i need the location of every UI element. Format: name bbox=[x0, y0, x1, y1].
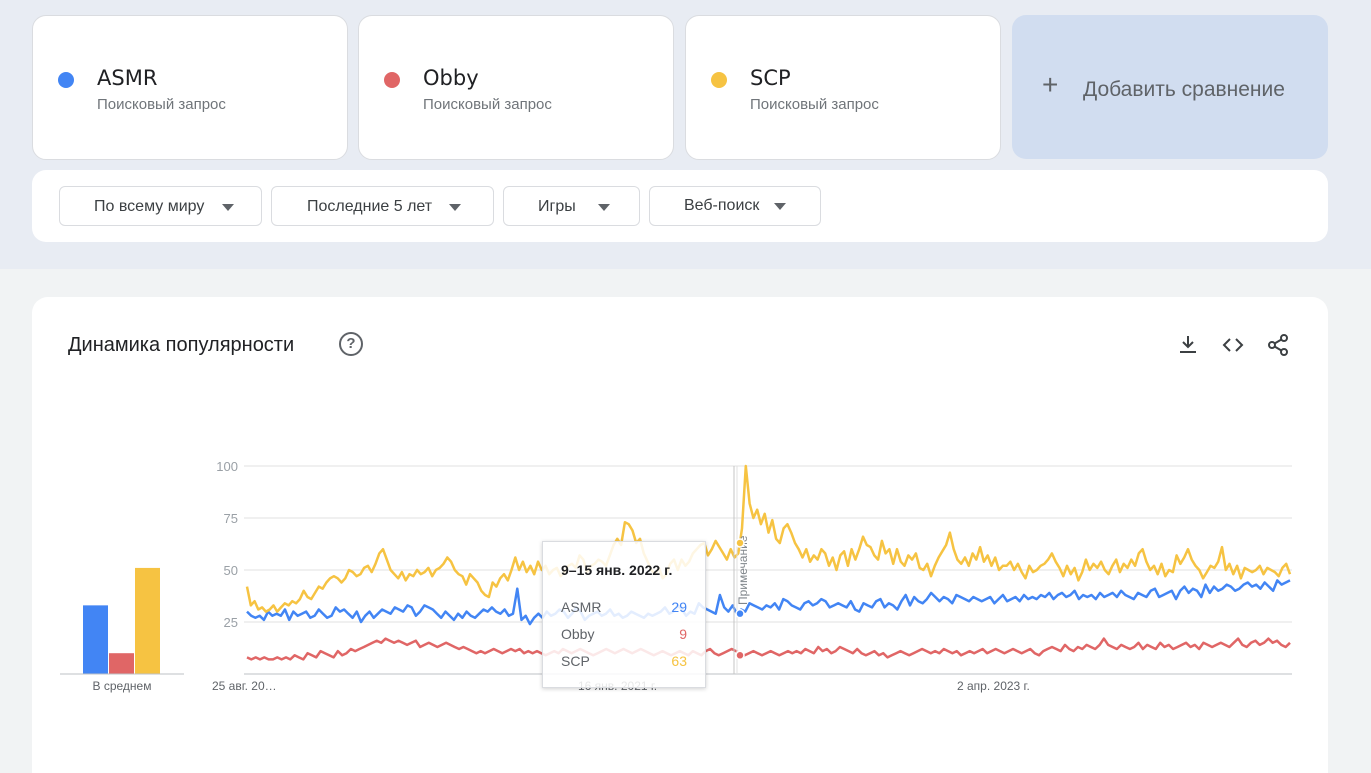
caret-down-icon bbox=[774, 203, 786, 210]
panel-title: Динамика популярности bbox=[68, 334, 295, 356]
tooltip-value: 29 bbox=[671, 599, 687, 615]
tooltip-term: ASMR bbox=[561, 599, 602, 615]
term-subtitle: Поисковый запрос bbox=[750, 96, 879, 113]
filter-period[interactable]: Последние 5 лет bbox=[271, 186, 494, 226]
term-subtitle: Поисковый запрос bbox=[97, 96, 226, 113]
filter-label: Игры bbox=[538, 198, 576, 215]
y-tick-label: 25 bbox=[224, 615, 238, 630]
plus-icon: + bbox=[1042, 69, 1059, 100]
x-tick-label: 25 авг. 20… bbox=[212, 679, 277, 693]
series-line-asmr bbox=[246, 579, 1291, 626]
filter-bar: По всему миру Последние 5 лет Игры Веб-п… bbox=[32, 170, 1328, 242]
note-label: Примечание bbox=[736, 535, 750, 605]
term-color-dot bbox=[384, 72, 400, 88]
filter-category[interactable]: Игры bbox=[503, 186, 640, 226]
series-line-scp bbox=[245, 464, 1292, 613]
tooltip-row-asmr: ASMR 29 bbox=[561, 599, 687, 615]
tooltip-value: 9 bbox=[679, 626, 687, 642]
hover-point bbox=[735, 608, 745, 619]
caret-down-icon bbox=[449, 204, 461, 211]
term-name[interactable]: Obby bbox=[423, 66, 479, 90]
tooltip-term: Obby bbox=[561, 626, 595, 642]
embed-code-icon[interactable] bbox=[1221, 333, 1245, 357]
hover-point bbox=[735, 650, 745, 661]
term-card-obby[interactable]: Obby Поисковый запрос bbox=[358, 15, 674, 160]
term-name[interactable]: SCP bbox=[750, 66, 791, 90]
y-tick-label: 50 bbox=[224, 563, 238, 578]
interest-over-time-panel: Динамика популярности ? bbox=[32, 297, 1328, 773]
term-color-dot bbox=[58, 72, 74, 88]
tooltip-row-obby: Obby 9 bbox=[561, 626, 687, 642]
x-tick-label: 2 апр. 2023 г. bbox=[957, 679, 1030, 693]
tooltip-row-scp: SCP 63 bbox=[561, 653, 687, 669]
average-bar-scp bbox=[135, 567, 160, 674]
download-icon[interactable] bbox=[1176, 333, 1200, 357]
tooltip-date: 9–15 янв. 2022 г. bbox=[561, 562, 673, 578]
filter-label: Веб-поиск bbox=[684, 197, 760, 214]
filter-label: По всему миру bbox=[94, 198, 205, 215]
hover-point bbox=[735, 538, 745, 548]
filter-search-type[interactable]: Веб-поиск bbox=[649, 186, 821, 226]
filter-label: Последние 5 лет bbox=[307, 198, 433, 215]
term-name[interactable]: ASMR bbox=[97, 66, 158, 90]
tooltip-value: 63 bbox=[671, 653, 687, 669]
caret-down-icon bbox=[222, 204, 234, 211]
term-card-scp[interactable]: SCP Поисковый запрос bbox=[685, 15, 1001, 160]
add-comparison-label: Добавить сравнение bbox=[1083, 78, 1285, 101]
average-label: В среднем bbox=[93, 679, 152, 693]
term-card-asmr[interactable]: ASMR Поисковый запрос bbox=[32, 15, 348, 160]
help-circle-icon[interactable]: ? bbox=[339, 332, 363, 356]
filter-region[interactable]: По всему миру bbox=[59, 186, 262, 226]
average-bar-asmr bbox=[83, 605, 108, 674]
y-tick-label: 100 bbox=[216, 459, 238, 474]
average-bar-obby bbox=[109, 653, 134, 674]
caret-down-icon bbox=[598, 204, 610, 211]
y-tick-label: 75 bbox=[224, 511, 238, 526]
hover-tooltip: 9–15 янв. 2022 г. ASMR 29 Obby 9 SCP 63 bbox=[542, 541, 706, 688]
series-line-obby bbox=[246, 637, 1291, 661]
term-subtitle: Поисковый запрос bbox=[423, 96, 552, 113]
share-icon[interactable] bbox=[1266, 333, 1290, 357]
add-comparison-button[interactable]: + Добавить сравнение bbox=[1012, 15, 1328, 159]
tooltip-term: SCP bbox=[561, 653, 590, 669]
term-color-dot bbox=[711, 72, 727, 88]
